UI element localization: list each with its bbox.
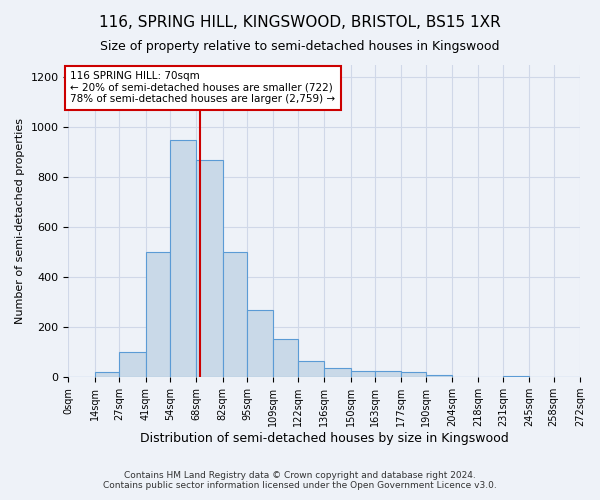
Bar: [196, 160, 223, 377]
Text: Contains HM Land Registry data © Crown copyright and database right 2024.
Contai: Contains HM Land Registry data © Crown c…: [103, 470, 497, 490]
Bar: [503, 376, 529, 377]
Bar: [274, 338, 298, 377]
Bar: [170, 140, 196, 377]
Bar: [375, 371, 401, 377]
Text: 116, SPRING HILL, KINGSWOOD, BRISTOL, BS15 1XR: 116, SPRING HILL, KINGSWOOD, BRISTOL, BS…: [99, 15, 501, 30]
Bar: [426, 374, 452, 377]
Bar: [146, 252, 170, 377]
Bar: [95, 372, 119, 377]
Bar: [298, 361, 324, 377]
Text: Size of property relative to semi-detached houses in Kingswood: Size of property relative to semi-detach…: [100, 40, 500, 53]
Bar: [247, 310, 274, 377]
Bar: [324, 368, 350, 377]
Bar: [223, 252, 247, 377]
Text: 116 SPRING HILL: 70sqm
← 20% of semi-detached houses are smaller (722)
78% of se: 116 SPRING HILL: 70sqm ← 20% of semi-det…: [70, 71, 335, 104]
Bar: [350, 371, 375, 377]
X-axis label: Distribution of semi-detached houses by size in Kingswood: Distribution of semi-detached houses by …: [140, 432, 509, 445]
Bar: [401, 372, 426, 377]
Y-axis label: Number of semi-detached properties: Number of semi-detached properties: [15, 118, 25, 324]
Bar: [119, 352, 146, 377]
